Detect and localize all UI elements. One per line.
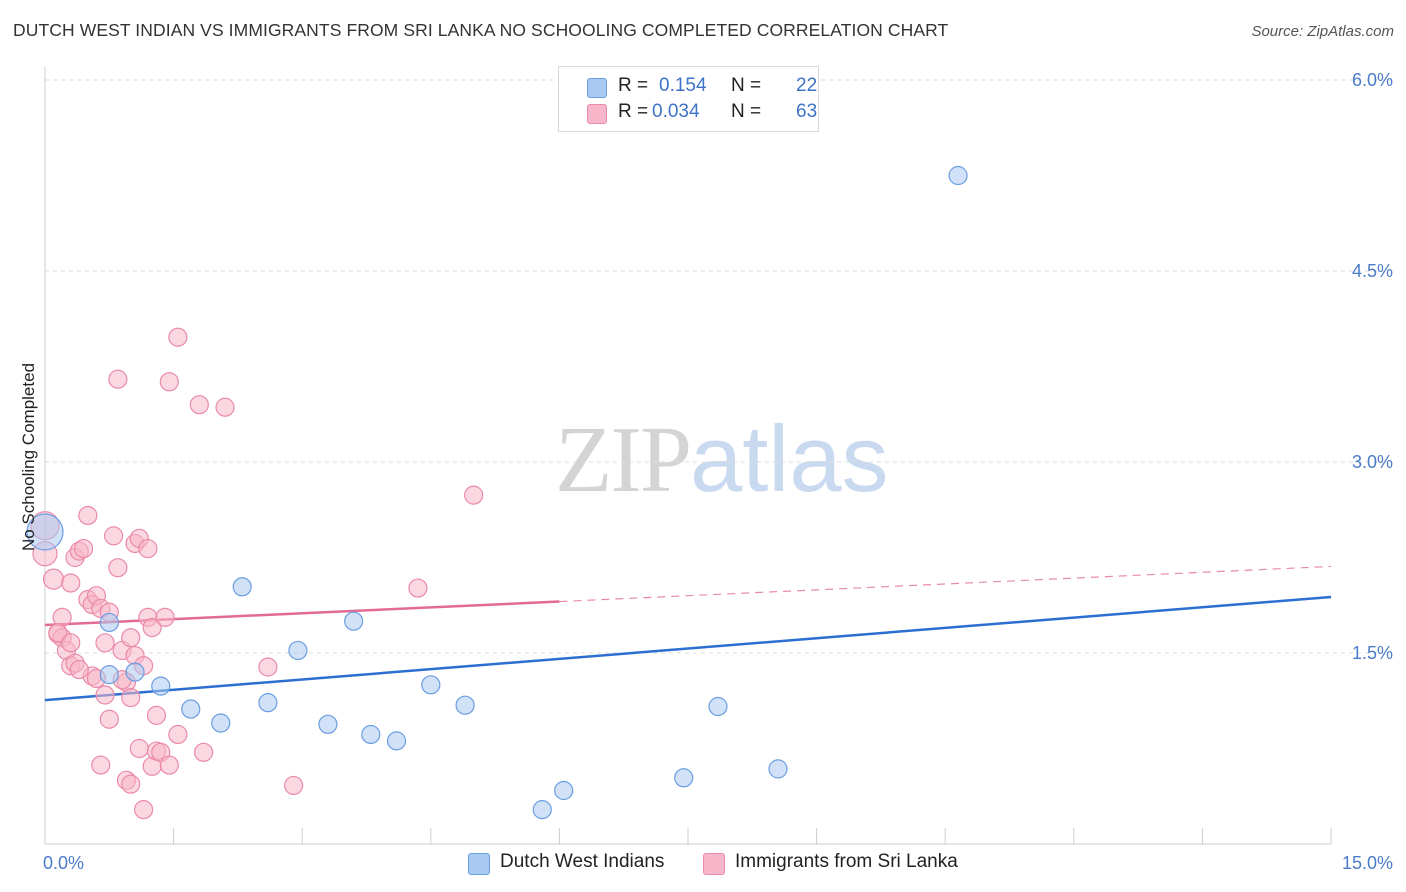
legend-n-value: 22 xyxy=(796,75,818,96)
sri-lanka-point xyxy=(91,755,111,775)
sri-lanka-point xyxy=(42,568,65,590)
legend-r-value: 0.154 xyxy=(659,75,707,96)
dutch-point xyxy=(26,513,64,551)
sri-lanka-point xyxy=(129,738,149,759)
bottom-legend-label-sri-lanka: Immigrants from Sri Lanka xyxy=(735,851,958,872)
sri-lanka-point xyxy=(48,623,68,643)
sri-lanka-point xyxy=(99,709,119,729)
sri-lanka-point xyxy=(142,617,162,638)
sri-lanka-point xyxy=(121,774,141,794)
axes xyxy=(44,67,1332,845)
dutch-point xyxy=(125,662,145,682)
y-tick-label: 1.5% xyxy=(1352,643,1393,663)
dutch-point xyxy=(386,731,407,751)
dutch-point xyxy=(318,714,338,734)
sri-lanka-point xyxy=(95,633,115,653)
source-credit: Source: ZipAtlas.com xyxy=(1251,23,1394,40)
sri-lanka-point xyxy=(103,526,124,546)
y-axis-title: No Schooling Completed xyxy=(19,363,38,551)
dutch-point xyxy=(344,611,364,631)
dutch-point xyxy=(674,768,694,788)
sri-lanka-point xyxy=(95,685,115,705)
dutch-point xyxy=(181,699,201,719)
tick-labels: 1.5% 3.0% 4.5% 6.0% 0.0% 15.0% xyxy=(43,70,1393,873)
y-tick-label: 4.5% xyxy=(1352,261,1393,281)
dutch-point xyxy=(258,693,278,713)
sri-lanka-point xyxy=(464,485,484,505)
sri-lanka-point xyxy=(189,395,209,415)
grid-lines xyxy=(45,79,1392,654)
sri-lanka-point xyxy=(284,775,304,796)
dutch-point xyxy=(455,695,475,715)
dutch-point xyxy=(99,665,119,685)
legend-r-value: 0.034 xyxy=(652,101,700,122)
sri-lanka-point xyxy=(168,327,188,347)
chart-title: DUTCH WEST INDIAN VS IMMIGRANTS FROM SRI… xyxy=(13,20,949,40)
dutch-point xyxy=(288,640,308,661)
sri-lanka-trend-line xyxy=(44,600,560,627)
sri-lanka-point xyxy=(121,687,141,708)
dutch-point xyxy=(948,165,968,186)
dutch-trend-line xyxy=(44,595,1332,702)
sri-lanka-point xyxy=(215,397,235,417)
legend-swatch-sri-lanka xyxy=(587,104,607,124)
sri-lanka-trend-line-dashed xyxy=(559,565,1332,603)
legend-n-label: N = xyxy=(731,101,762,122)
x-tick-label: 15.0% xyxy=(1342,853,1393,873)
dutch-point xyxy=(708,696,728,717)
bottom-legend-label-dutch: Dutch West Indians xyxy=(500,851,665,872)
dutch-point xyxy=(361,724,381,745)
data-points xyxy=(26,165,968,820)
sri-lanka-point xyxy=(159,755,179,775)
dutch-point xyxy=(532,800,552,820)
trend-lines xyxy=(44,565,1332,702)
y-tick-label: 6.0% xyxy=(1352,70,1393,90)
x-tick-label: 0.0% xyxy=(43,853,84,873)
correlation-legend: R = 0.154 N = 22 R = 0.034 N = 63 xyxy=(558,66,819,132)
sri-lanka-point xyxy=(194,742,214,762)
sri-lanka-point xyxy=(61,573,81,593)
sri-lanka-point xyxy=(108,558,128,578)
legend-r-label: R = xyxy=(618,75,649,96)
sri-lanka-point xyxy=(69,659,89,680)
sri-lanka-point xyxy=(168,724,188,745)
sri-lanka-point xyxy=(61,633,81,653)
dutch-point xyxy=(768,759,788,779)
sri-lanka-point xyxy=(78,505,98,526)
sri-lanka-point xyxy=(108,369,128,389)
sri-lanka-point xyxy=(73,538,94,559)
sri-lanka-point xyxy=(138,538,158,559)
sri-lanka-point xyxy=(146,705,167,725)
sri-lanka-point xyxy=(121,628,141,648)
dutch-point xyxy=(554,780,574,801)
legend-r-label: R = xyxy=(618,101,649,122)
sri-lanka-point xyxy=(159,372,179,392)
dutch-point xyxy=(99,612,119,633)
dutch-point xyxy=(232,577,252,597)
sri-lanka-point xyxy=(155,607,175,627)
y-tick-label: 3.0% xyxy=(1352,452,1393,472)
legend-n-label: N = xyxy=(731,75,762,96)
legend-n-value: 63 xyxy=(796,101,818,122)
sri-lanka-point xyxy=(133,800,154,820)
sri-lanka-point xyxy=(408,578,428,598)
dutch-point xyxy=(421,675,441,695)
bottom-legend-swatch-sri-lanka xyxy=(703,853,725,875)
sri-lanka-point xyxy=(258,657,278,677)
legend-swatch-dutch xyxy=(587,78,607,98)
dutch-point xyxy=(211,713,231,733)
bottom-legend-swatch-dutch xyxy=(468,853,490,875)
dutch-point xyxy=(151,676,171,696)
